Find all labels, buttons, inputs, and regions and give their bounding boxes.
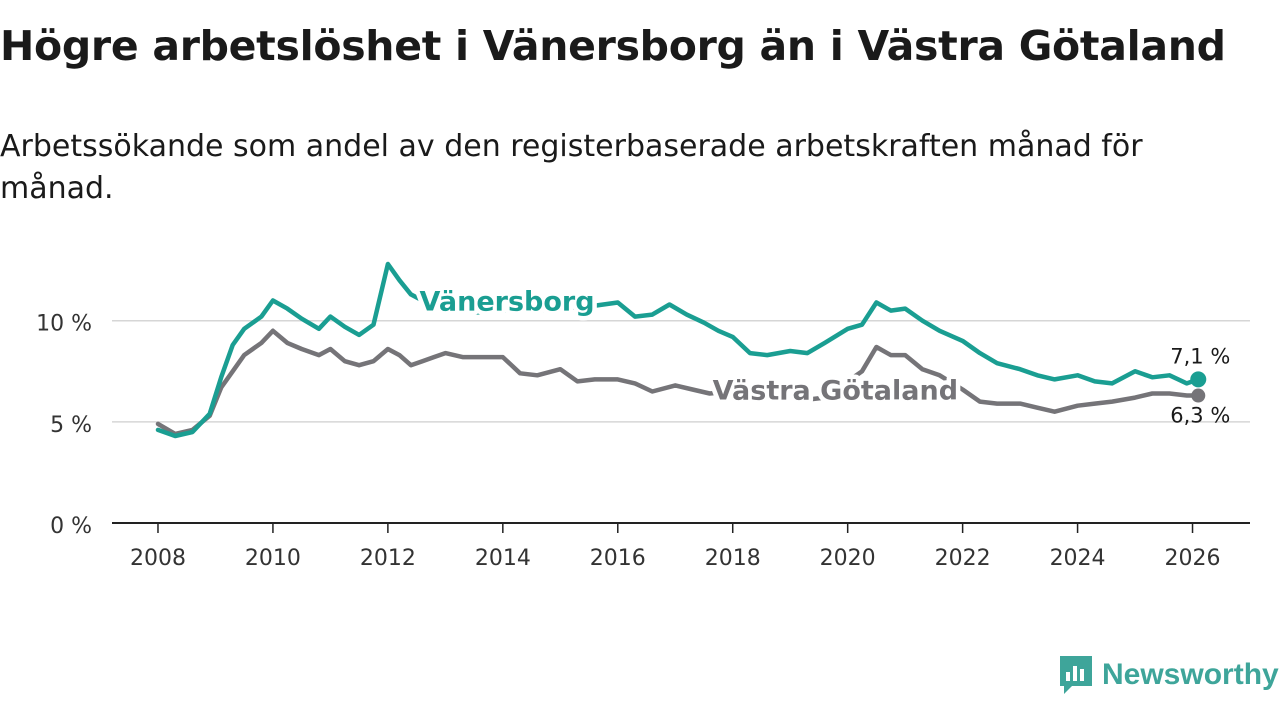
series-label-vastra-gotaland: Västra Götaland bbox=[713, 376, 958, 407]
series-labels: 7,1 % 6,3 % Vänersborg Västra Götaland bbox=[415, 282, 1230, 428]
x-tick-label-2026: 2026 bbox=[1165, 546, 1221, 571]
newsworthy-logo-icon bbox=[1060, 656, 1092, 694]
end-point-vastra-gotaland bbox=[1191, 388, 1206, 403]
series-lines bbox=[155, 261, 1201, 439]
y-tick-label-10: 10 % bbox=[36, 312, 92, 337]
x-tick-label-2016: 2016 bbox=[590, 546, 646, 571]
x-axis: 2008 2010 2012 2014 2016 2018 2020 2022 2024 2026 bbox=[112, 522, 1250, 571]
newsworthy-logo: Newsworthy bbox=[1058, 654, 1279, 696]
series-line-vanersborg bbox=[155, 261, 1201, 439]
newsworthy-logo-text: Newsworthy bbox=[1102, 658, 1279, 691]
x-tick-label-2012: 2012 bbox=[360, 546, 416, 571]
end-label-vanersborg: 7,1 % bbox=[1170, 344, 1230, 368]
x-tick-label-2010: 2010 bbox=[245, 546, 301, 571]
series-line-vastra-gotaland bbox=[155, 328, 1201, 437]
x-tick-label-2018: 2018 bbox=[705, 546, 761, 571]
series-label-vanersborg: Vänersborg bbox=[419, 287, 594, 318]
gridlines: 0 % 5 % 10 % bbox=[36, 312, 1250, 539]
y-tick-label-0: 0 % bbox=[50, 514, 92, 539]
x-tick-label-2020: 2020 bbox=[820, 546, 876, 571]
chart-subtitle: Arbetssökande som andel av den registerb… bbox=[0, 129, 1143, 206]
x-tick-label-2014: 2014 bbox=[475, 546, 531, 571]
chart-title: Högre arbetslöshet i Vänersborg än i Väs… bbox=[0, 22, 1226, 70]
x-tick-label-2024: 2024 bbox=[1050, 546, 1106, 571]
y-tick-label-5: 5 % bbox=[50, 413, 92, 438]
end-point-vanersborg bbox=[1190, 371, 1207, 388]
line-chart: 0 %5 %10 % 2008 2010 2012 2014 2016 2018 2020 2… bbox=[36, 261, 1250, 571]
x-tick-label-2022: 2022 bbox=[935, 546, 991, 571]
x-tick-label-2008: 2008 bbox=[130, 546, 186, 571]
end-label-vastra-gotaland: 6,3 % bbox=[1170, 404, 1230, 428]
